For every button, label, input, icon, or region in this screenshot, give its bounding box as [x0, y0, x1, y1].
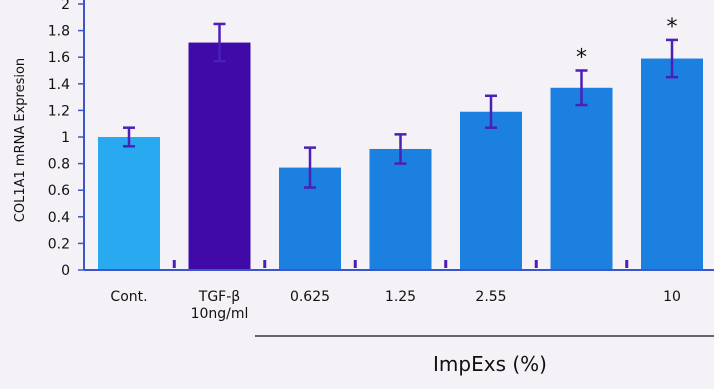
- bar-2: [188, 42, 251, 270]
- y-axis: 0 0.2 0.4 0.6 0.8 1 1.2 1.4 1.6 1.8 2: [48, 0, 85, 279]
- bar-5: [460, 111, 522, 270]
- y-tick-label: 0.2: [48, 236, 70, 252]
- significance-mark: *: [576, 46, 587, 71]
- y-tick-label: 0: [61, 263, 70, 279]
- x-category-sublabel: 10ng/ml: [191, 306, 249, 322]
- bar-7: [641, 58, 703, 270]
- y-tick-label: 1.4: [48, 77, 70, 93]
- x-category-label: 2.55: [475, 289, 506, 305]
- y-axis-label: COL1A1 mRNA Expresion: [13, 58, 28, 222]
- y-tick-label: 1.8: [48, 24, 70, 40]
- y-tick-label: 1.6: [48, 50, 70, 66]
- x-category-label: 1.25: [385, 289, 416, 305]
- x-category-label: 0.625: [290, 289, 330, 305]
- x-category-label: TGF-β: [198, 289, 240, 305]
- bar-6: [550, 87, 613, 270]
- significance-mark: *: [667, 15, 678, 40]
- y-tick-label: 0.8: [48, 157, 70, 173]
- y-tick-label: 0.4: [48, 210, 70, 226]
- group-label: ImpExs (%): [433, 352, 547, 376]
- bar-1: [98, 137, 160, 270]
- y-tick-label: 1.2: [48, 103, 70, 119]
- y-tick-label: 1: [61, 130, 70, 146]
- bars-group: **: [98, 15, 703, 270]
- bar-4: [369, 148, 432, 270]
- y-tick-label: 2: [61, 0, 70, 13]
- x-category-label: 10: [663, 289, 681, 305]
- x-category-label: Cont.: [110, 289, 147, 305]
- y-tick-label: 0.6: [48, 183, 70, 199]
